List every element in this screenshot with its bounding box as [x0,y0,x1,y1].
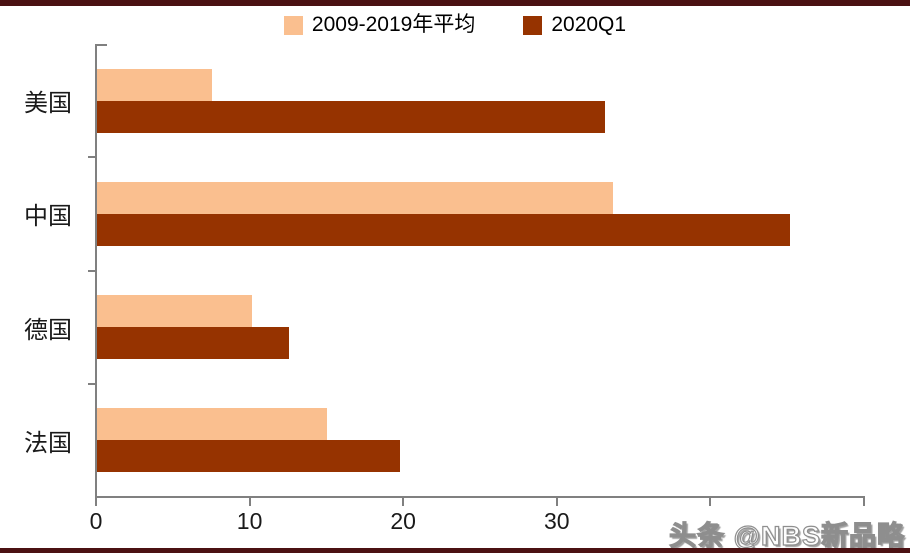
category-label-3: 德国 [24,315,72,344]
x-axis-tick-30 [555,498,558,506]
legend-item-avg: 2009-2019年平均 [283,11,476,39]
y-axis-tick-3 [88,382,96,385]
bar-series1-cat4 [97,408,328,441]
legend-swatch-avg [283,15,303,35]
legend-label-avg: 2009-2019年平均 [311,13,476,36]
legend-label-2020q1: 2020Q1 [551,13,627,36]
x-axis-label-10: 10 [236,508,263,534]
x-axis-tick-10 [248,498,251,506]
bar-series2-cat3 [97,327,289,360]
bar-series1-cat1 [97,68,213,101]
category-label-1: 美国 [24,89,72,118]
top-border-line [0,0,910,6]
y-axis-line [95,44,97,498]
x-axis-label-0: 0 [89,508,103,534]
bar-series2-cat4 [97,440,400,473]
y-axis-top-tick [97,44,107,46]
bar-series2-cat2 [97,213,790,246]
x-axis-tick-0 [95,498,97,506]
x-axis-line [95,496,865,498]
y-axis-tick-1 [88,156,96,159]
x-axis-label-30: 30 [544,508,570,534]
x-axis-tick-20 [402,498,405,506]
category-label-4: 法国 [24,428,72,457]
bottom-border-line [0,548,910,553]
x-axis-label-20: 20 [390,508,416,534]
bar-series1-cat2 [97,181,614,214]
bar-series2-cat1 [97,100,606,133]
legend-swatch-2020q1 [523,15,543,35]
chart-legend: 2009-2019年平均 2020Q1 [0,11,910,39]
category-label-2: 中国 [24,202,72,231]
x-axis-tick-50 [863,498,865,506]
bar-series1-cat3 [97,295,253,328]
y-axis-tick-2 [88,269,96,272]
x-axis-tick-40 [709,498,712,506]
legend-item-2020q1: 2020Q1 [523,11,626,39]
watermark-text: 头条 @NBS新品略 [669,520,905,551]
